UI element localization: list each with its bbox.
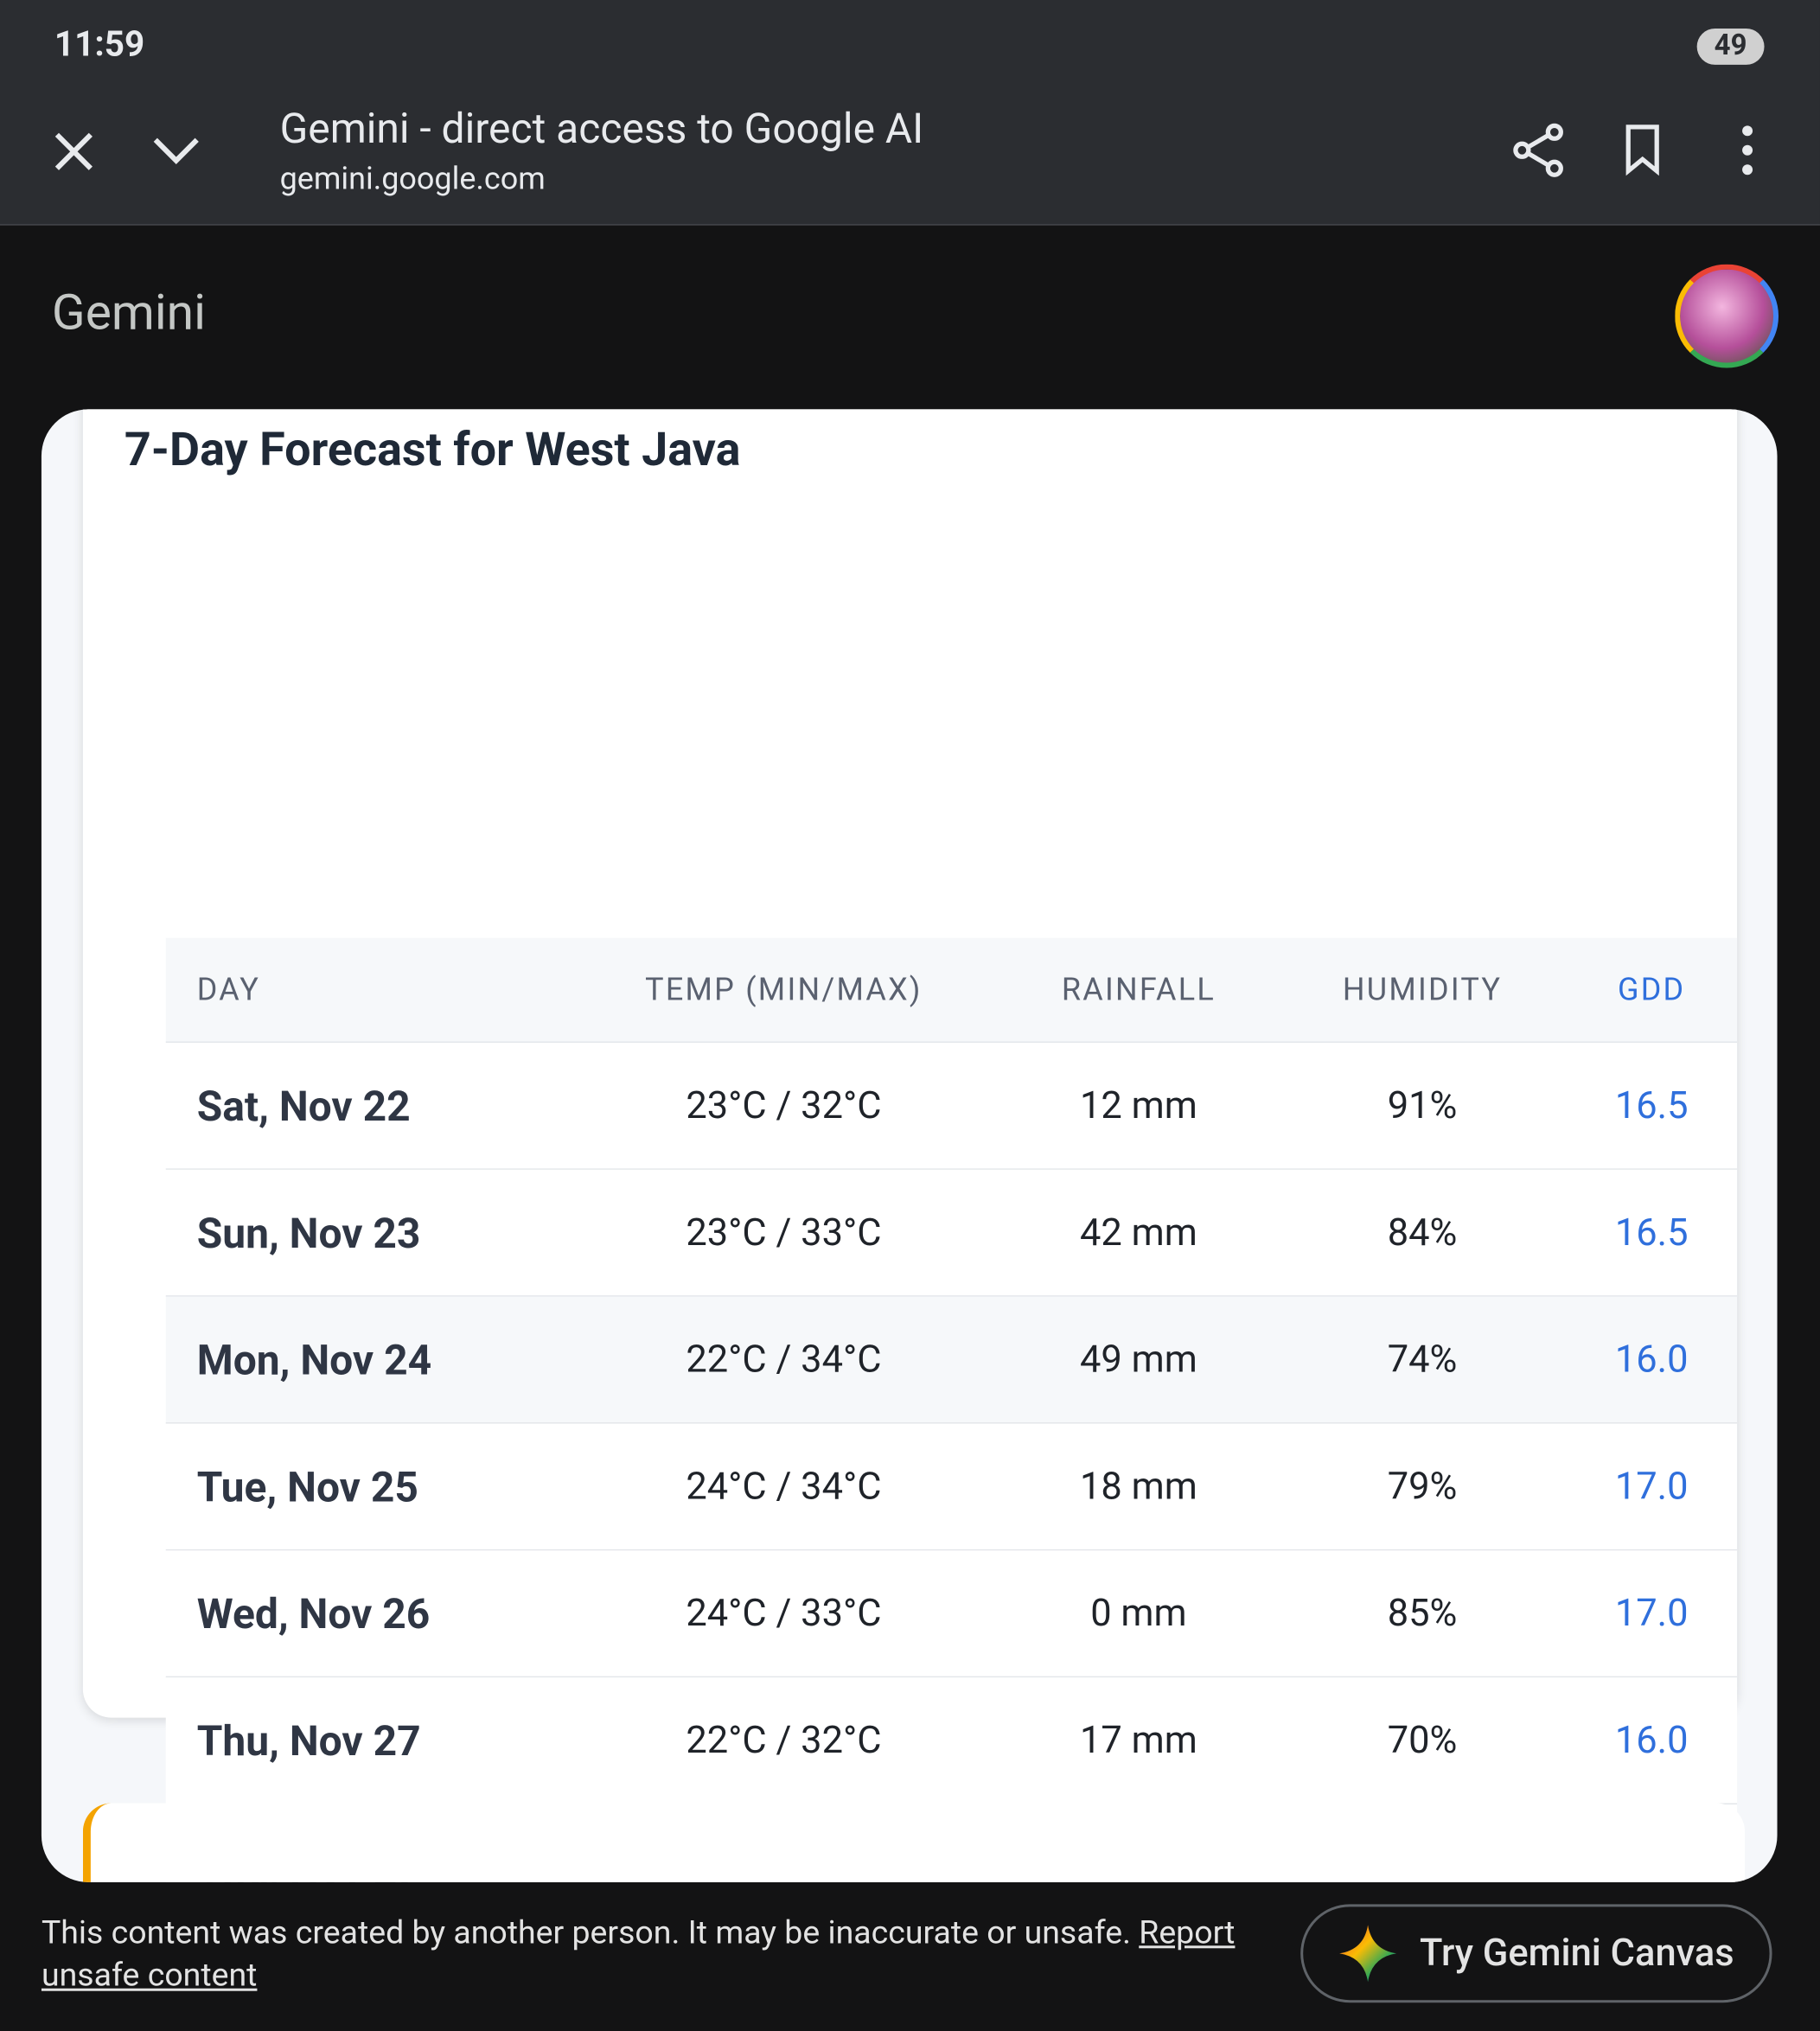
share-icon[interactable] — [1513, 123, 1563, 177]
table-cell: 18 mm — [1080, 1464, 1197, 1509]
table-cell: 22°C / 32°C — [686, 1718, 882, 1763]
table-cell: 0 mm — [1090, 1591, 1187, 1636]
close-icon[interactable] — [54, 132, 93, 170]
table-cell: 42 mm — [1080, 1210, 1197, 1255]
table-cell: 17.0 — [1614, 1464, 1689, 1509]
table-cell: 79% — [1387, 1464, 1458, 1509]
table-cell: 22°C / 34°C — [686, 1337, 882, 1382]
table-cell: 16.0 — [1614, 1337, 1689, 1382]
card-title: 7-Day Forecast for West Java — [124, 422, 741, 477]
action-icons — [1513, 123, 1753, 177]
sparkle-icon — [1339, 1925, 1397, 1983]
button-label: Try Gemini Canvas — [1420, 1931, 1734, 1976]
table-row: Sun, Nov 23 23°C / 33°C 42 mm 84% 16.5 — [165, 1169, 1738, 1297]
table-cell: 24°C / 33°C — [686, 1591, 882, 1636]
page-url: gemini.google.com — [279, 160, 546, 197]
footer-notice: This content was created by another pers… — [42, 1912, 1272, 1997]
app-title: Gemini — [51, 284, 206, 342]
notice-text: This content was created by another pers… — [41, 1914, 1131, 1952]
table-row: Tue, Nov 25 24°C / 34°C 18 mm 79% 17.0 — [165, 1423, 1738, 1551]
avatar[interactable] — [1675, 264, 1779, 368]
table-cell: Tue, Nov 25 — [196, 1461, 418, 1511]
header-cell: GDD — [1617, 971, 1686, 1008]
status-time: 11:59 — [54, 22, 145, 65]
header-cell: TEMP (MIN/MAX) — [645, 971, 923, 1008]
collapse-icon[interactable] — [153, 137, 199, 165]
forecast-card: 7-Day Forecast for West Java DAY TEMP (MI… — [82, 409, 1738, 1882]
table-cell: 12 mm — [1080, 1083, 1197, 1128]
table-cell: 16.5 — [1614, 1210, 1689, 1255]
browser-bar: 11:59 49 Gemini - direct access to Googl… — [0, 0, 1820, 226]
table-cell: Mon, Nov 24 — [196, 1334, 432, 1384]
table-cell: Thu, Nov 27 — [196, 1715, 421, 1766]
table-row: Mon, Nov 24 22°C / 34°C 49 mm 74% 16.0 — [165, 1296, 1738, 1424]
next-card — [82, 1803, 1746, 1882]
nav-icons — [54, 132, 199, 170]
header-row: DAY TEMP (MIN/MAX) RAINFALL HUMIDITY GDD — [165, 937, 1738, 1044]
page-title: Gemini - direct access to Google AI — [279, 103, 924, 153]
table-cell: 74% — [1387, 1337, 1458, 1382]
header-cell: DAY — [196, 971, 261, 1008]
report-link[interactable]: Report unsafe content — [41, 1914, 1236, 1996]
table-cell: 23°C / 33°C — [686, 1210, 882, 1255]
canvas-button[interactable]: Try Gemini Canvas — [1300, 1904, 1772, 2003]
table-cell: 23°C / 32°C — [686, 1083, 882, 1128]
table-cell: 85% — [1387, 1591, 1458, 1636]
table-row: Thu, Nov 27 22°C / 32°C 17 mm 70% 16.0 — [165, 1677, 1738, 1804]
table-row: Wed, Nov 26 24°C / 33°C 0 mm 85% 17.0 — [165, 1550, 1738, 1678]
table-cell: 70% — [1387, 1718, 1458, 1763]
table-cell: Sat, Nov 22 — [196, 1081, 411, 1131]
header-cell: HUMIDITY — [1342, 971, 1503, 1008]
table-cell: 16.5 — [1614, 1083, 1689, 1128]
table-cell: 17.0 — [1614, 1591, 1689, 1636]
menu-icon[interactable] — [1742, 125, 1753, 176]
table-row: Sat, Nov 22 23°C / 32°C 12 mm 91% 16.5 — [165, 1043, 1738, 1170]
header-cell: RAINFALL — [1061, 971, 1216, 1008]
table-cell: Wed, Nov 26 — [196, 1588, 431, 1638]
table-cell: 84% — [1387, 1210, 1458, 1255]
table-cell: 24°C / 34°C — [686, 1464, 882, 1509]
table-cell: 16.0 — [1614, 1718, 1689, 1763]
battery: 49 — [1696, 28, 1765, 65]
table-cell: Sun, Nov 23 — [196, 1208, 421, 1258]
table-cell: 91% — [1387, 1083, 1458, 1128]
table-cell: 17 mm — [1080, 1718, 1197, 1763]
table-cell: 49 mm — [1080, 1337, 1197, 1382]
canvas-area: 7-Day Forecast for West Java DAY TEMP (MI… — [41, 409, 1778, 1882]
bookmark-icon[interactable] — [1625, 125, 1659, 176]
